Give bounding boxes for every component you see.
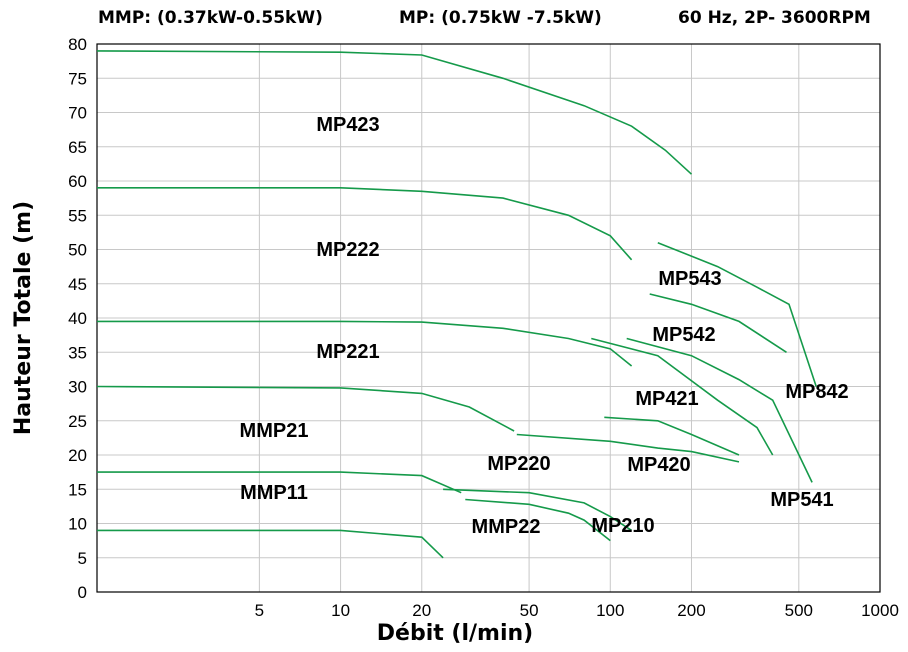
curve-mmp21 xyxy=(96,385,515,432)
x-tick-label: 200 xyxy=(677,601,705,620)
y-tick-label: 70 xyxy=(68,104,87,123)
label-mp542: MP542 xyxy=(652,324,715,346)
curve-mp210 xyxy=(465,498,611,542)
curve-mmp22 xyxy=(97,529,444,559)
y-tick-label: 45 xyxy=(68,275,87,294)
label-mp210: MP210 xyxy=(591,515,654,537)
y-tick-label: 35 xyxy=(68,343,87,362)
curve-mp221 xyxy=(97,320,633,367)
model-labels: MP423 MP222 MP221 MMP21 MMP11 MMP22 MP220 MP210… xyxy=(240,114,849,538)
x-tick-label: 20 xyxy=(412,601,431,620)
curve-mp421 xyxy=(604,416,740,456)
curves xyxy=(96,50,817,559)
x-tick-label: 10 xyxy=(331,601,350,620)
y-tick-label: 50 xyxy=(68,241,87,260)
y-axis-label: Hauteur Totale (m) xyxy=(11,201,36,435)
label-mp222: MP222 xyxy=(316,239,379,261)
curve-mp222 xyxy=(97,187,633,261)
y-tick-label: 25 xyxy=(68,412,87,431)
label-mp543: MP543 xyxy=(658,268,721,290)
x-tick-label: 500 xyxy=(785,601,813,620)
y-tick-label: 20 xyxy=(68,446,87,465)
y-tick-label: 30 xyxy=(68,378,87,397)
x-tick-label: 5 xyxy=(255,601,264,620)
label-mp541: MP541 xyxy=(770,489,833,511)
y-tick-label: 0 xyxy=(78,583,87,602)
curve-mp423 xyxy=(96,50,693,175)
y-tick-label: 55 xyxy=(68,206,87,225)
x-tick-label: 50 xyxy=(520,601,539,620)
label-mp842: MP842 xyxy=(785,381,848,403)
label-mp421: MP421 xyxy=(635,388,698,410)
header-frequency: 60 Hz, 2P- 3600RPM xyxy=(678,8,871,28)
label-mp221: MP221 xyxy=(316,341,379,363)
label-mp420: MP420 xyxy=(627,454,690,476)
curve-mp420 xyxy=(516,433,740,463)
y-tick-label: 65 xyxy=(68,138,87,157)
y-tick-label: 5 xyxy=(78,549,87,568)
curve-mp541 xyxy=(626,337,813,483)
curve-mmp11 xyxy=(97,471,462,494)
label-mp423: MP423 xyxy=(316,114,379,136)
curve-mp542 xyxy=(591,337,774,456)
curve-mp842 xyxy=(657,241,817,387)
label-mmp11: MMP11 xyxy=(240,482,308,504)
y-tick-label: 60 xyxy=(68,172,87,191)
y-tick-label: 75 xyxy=(68,69,87,88)
label-mp220: MP220 xyxy=(487,453,550,475)
y-tick-label: 10 xyxy=(68,515,87,534)
x-tick-label: 1000 xyxy=(861,601,899,620)
header-mp-range: MP: (0.75kW -7.5kW) xyxy=(399,8,602,28)
x-axis-label: Débit (l/min) xyxy=(377,621,533,646)
curve-mp543 xyxy=(649,293,787,353)
y-tick-label: 80 xyxy=(68,35,87,54)
curve-mp220 xyxy=(443,488,633,532)
header-mmp-range: MMP: (0.37kW-0.55kW) xyxy=(98,8,323,28)
y-tick-label: 40 xyxy=(68,309,87,328)
x-tick-label: 100 xyxy=(596,601,624,620)
label-mmp22: MMP22 xyxy=(472,516,541,538)
y-tick-label: 15 xyxy=(68,480,87,499)
tick-labels: 0 5 10 15 20 25 30 35 40 45 50 55 60 65 70 75 80 5 10 20 50 1… xyxy=(68,35,899,620)
plot-frame xyxy=(96,43,881,593)
label-mmp21: MMP21 xyxy=(240,420,309,442)
grid xyxy=(97,44,880,592)
